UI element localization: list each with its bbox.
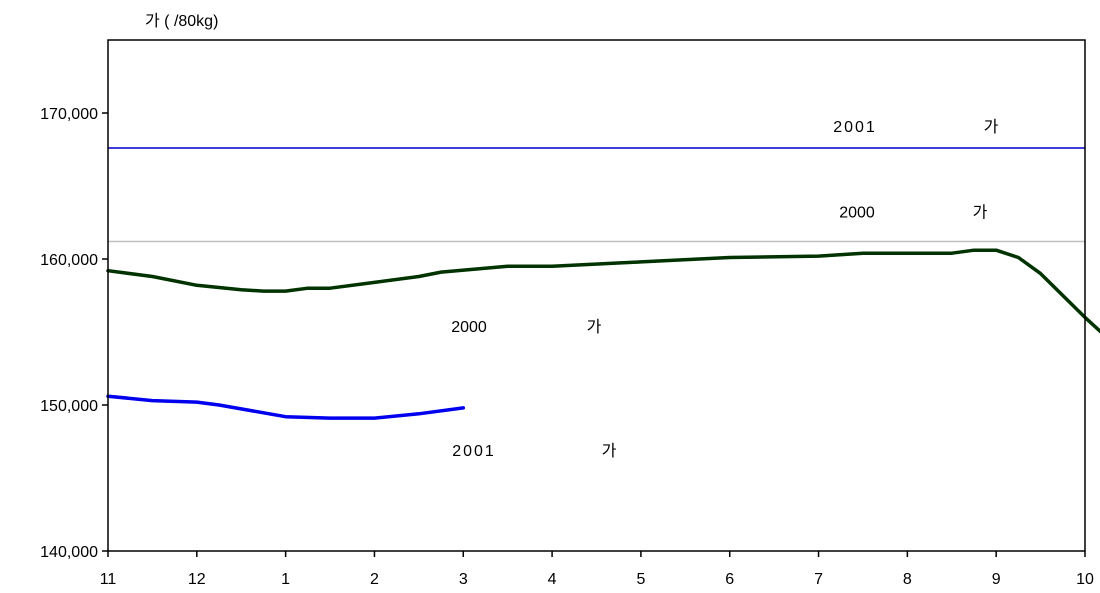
reference-line-label: 2000: [839, 204, 875, 221]
reference-line-label: 2001: [833, 119, 877, 136]
x-tick-label: 4: [548, 571, 557, 588]
x-tick-label: 12: [188, 571, 206, 588]
series-line: [106, 248, 1100, 334]
annotations: 2001 가 2000 가 2000 가 2001 가: [451, 118, 998, 460]
series-line: [106, 394, 466, 420]
y-tick-label: 160,000: [40, 252, 98, 269]
series-label-suffix: 가: [587, 318, 602, 336]
x-tick-label: 10: [1076, 571, 1094, 588]
y-axis: 140,000 150,000 160,000 170,000: [40, 106, 108, 561]
y-tick-label: 170,000: [40, 106, 98, 123]
series-lines: [106, 248, 1100, 420]
series-label: 2000: [451, 319, 487, 336]
x-tick-label: 9: [992, 571, 1001, 588]
reference-line-label-suffix: 가: [984, 118, 999, 136]
series-label: 2001: [452, 443, 496, 460]
x-tick-label: 1: [281, 571, 290, 588]
x-tick-label: 5: [636, 571, 645, 588]
y-axis-label: 가 ( /80kg): [145, 12, 218, 30]
reference-line-label-suffix: 가: [973, 203, 988, 221]
x-tick-label: 2: [370, 571, 379, 588]
x-tick-label: 6: [725, 571, 734, 588]
series-label-suffix: 가: [602, 442, 617, 460]
x-tick-label: 11: [100, 571, 117, 588]
x-tick-label: 8: [903, 571, 912, 588]
x-tick-label: 7: [814, 571, 823, 588]
y-tick-label: 140,000: [40, 544, 98, 561]
x-axis: 11 12 1 2 3 4 5 6 7 8 9 10: [100, 551, 1094, 588]
y-tick-label: 150,000: [40, 398, 98, 415]
reference-lines: [108, 147, 1085, 243]
plot-area: [107, 39, 1086, 552]
x-tick-label: 3: [459, 571, 468, 588]
